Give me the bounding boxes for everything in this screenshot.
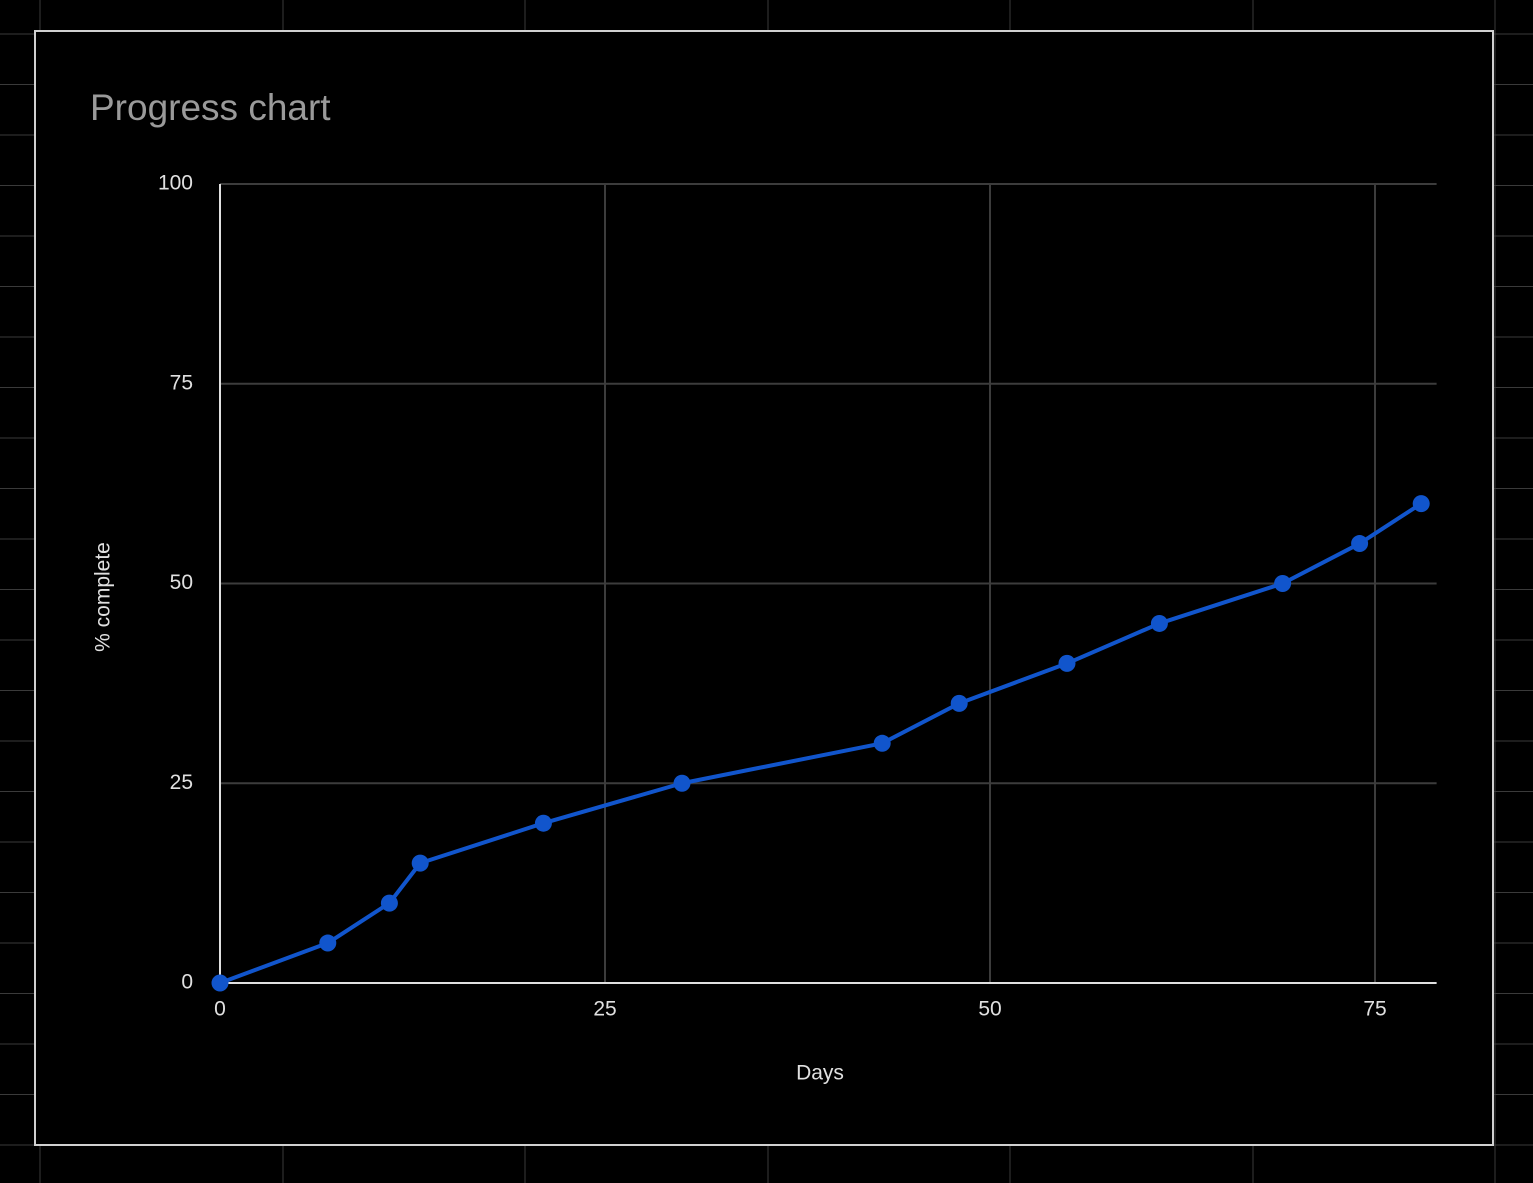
data-point (1058, 654, 1076, 672)
y-tick-label: 50 (170, 571, 193, 594)
data-point (1351, 535, 1369, 553)
data-point (1412, 495, 1430, 513)
data-point (1150, 614, 1168, 632)
data-point (1274, 575, 1292, 592)
x-axis-title: Days (796, 1062, 844, 1085)
x-tick-label: 25 (593, 998, 616, 1021)
y-tick-label: 75 (170, 371, 193, 394)
chart-frame (34, 30, 1494, 1146)
data-point (950, 694, 968, 712)
data-point (380, 894, 398, 912)
data-point (319, 934, 337, 952)
data-point (673, 774, 691, 792)
x-tick-label: 0 (214, 998, 226, 1021)
data-point (534, 814, 552, 832)
y-tick-label: 25 (170, 771, 193, 794)
data-point (873, 734, 891, 752)
x-tick-label: 75 (1363, 998, 1386, 1021)
chart-title: Progress chart (90, 87, 331, 128)
y-tick-label: 0 (181, 971, 193, 994)
data-point (211, 974, 229, 992)
y-axis-title: % complete (92, 542, 115, 652)
data-point (411, 854, 429, 872)
y-tick-label: 100 (158, 172, 193, 195)
x-tick-label: 50 (978, 998, 1001, 1021)
